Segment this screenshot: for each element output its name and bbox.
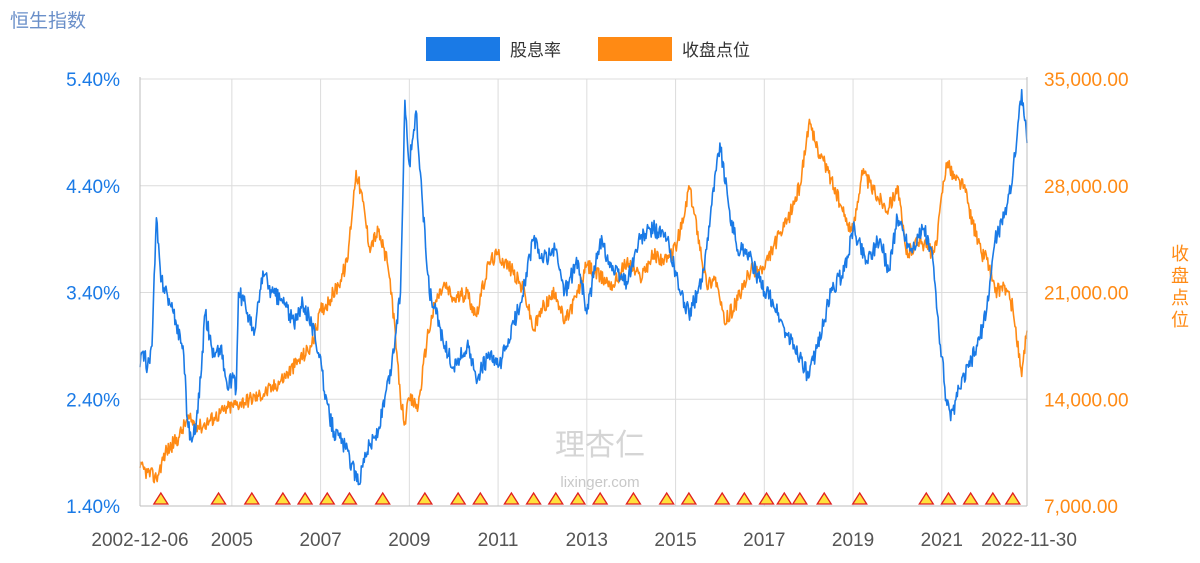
event-marker-icon: [374, 491, 391, 505]
legend-swatch-close: [598, 37, 672, 61]
event-marker-icon: [503, 491, 520, 505]
event-marker-icon: [851, 491, 868, 505]
event-marker-icon: [591, 491, 609, 505]
x-tick-label: 2015: [654, 530, 696, 551]
x-tick-label: 2005: [211, 530, 253, 551]
x-tick-label: 2007: [299, 530, 341, 551]
x-tick-label: 2002-12-06: [91, 530, 188, 551]
event-marker-icon: [341, 491, 358, 505]
event-marker-icon: [984, 491, 1002, 505]
event-marker-icon: [243, 491, 261, 505]
event-marker-icon: [525, 491, 542, 505]
left-tick-label: 3.40%: [66, 284, 120, 305]
event-marker-icon: [758, 491, 775, 505]
right-tick-label: 21,000.00: [1044, 284, 1129, 305]
watermark-site: lixinger.com: [560, 474, 639, 491]
event-marker-icon: [918, 491, 935, 505]
event-marker-icon: [296, 491, 314, 505]
event-marker-icon: [416, 491, 434, 505]
legend[interactable]: 股息率 收盘点位: [426, 37, 750, 61]
x-tick-label: 2017: [743, 530, 785, 551]
event-marker-icon: [791, 491, 808, 505]
event-marker-icon: [274, 491, 292, 505]
event-marker-icon: [736, 491, 753, 505]
event-marker-icon: [569, 491, 587, 505]
left-axis: 5.40% 4.40% 3.40% 2.40% 1.40%: [66, 70, 120, 518]
legend-label-dividend: 股息率: [510, 41, 561, 61]
plot-frame: [139, 77, 1028, 507]
right-tick-label: 7,000.00: [1044, 497, 1118, 518]
event-marker-icon: [1004, 491, 1021, 505]
legend-label-close: 收盘点位: [682, 41, 750, 61]
x-tick-label: 2009: [388, 530, 430, 551]
right-tick-label: 28,000.00: [1044, 177, 1129, 198]
event-marker-icon: [776, 491, 793, 505]
right-axis-title: 收盘点位: [1171, 244, 1189, 331]
event-markers: [152, 491, 1021, 505]
event-marker-icon: [940, 491, 957, 505]
right-tick-label: 35,000.00: [1044, 70, 1129, 91]
right-tick-label: 14,000.00: [1044, 390, 1129, 411]
series-lines: [139, 88, 1028, 486]
event-marker-icon: [472, 491, 489, 505]
event-marker-icon: [319, 491, 336, 505]
page-title: 恒生指数: [10, 10, 87, 32]
legend-swatch-dividend: [426, 37, 500, 61]
grid-lines: [140, 78, 1027, 507]
event-marker-icon: [816, 491, 833, 505]
left-tick-label: 4.40%: [66, 177, 120, 198]
event-marker-icon: [625, 491, 642, 505]
event-marker-icon: [210, 491, 227, 505]
left-tick-label: 5.40%: [66, 70, 120, 91]
x-tick-label: 2013: [566, 530, 608, 551]
left-tick-label: 2.40%: [66, 390, 120, 411]
x-tick-label: 2021: [921, 530, 963, 551]
series-line-dividend: [139, 88, 1028, 486]
event-marker-icon: [713, 491, 731, 505]
watermark: 理杏仁 lixinger.com: [555, 428, 645, 491]
event-marker-icon: [547, 491, 564, 505]
event-marker-icon: [152, 491, 170, 505]
event-marker-icon: [962, 491, 979, 505]
series-line-close: [139, 118, 1028, 484]
event-marker-icon: [449, 491, 467, 505]
watermark-logo: 理杏仁: [555, 428, 645, 463]
x-tick-label: 2019: [832, 530, 874, 551]
x-axis: 2002-12-06 2005 2007 2009 2011 2013 2015 2017 20…: [91, 530, 1076, 551]
event-marker-icon: [658, 491, 675, 505]
event-marker-icon: [680, 491, 698, 505]
right-axis: 35,000.00 28,000.00 21,000.00 14,000.00 7,00…: [1044, 70, 1129, 518]
x-tick-label: 2022-11-30: [981, 530, 1077, 551]
left-tick-label: 1.40%: [66, 497, 120, 518]
x-tick-label: 2011: [478, 530, 519, 551]
